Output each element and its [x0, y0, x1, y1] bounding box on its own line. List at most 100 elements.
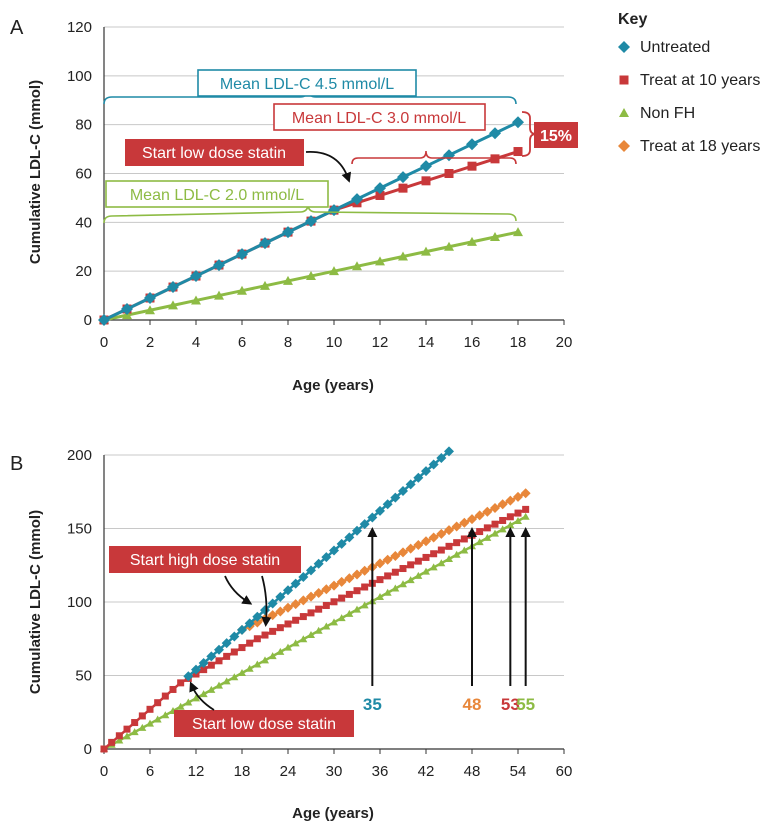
panel-b-point: [491, 529, 499, 537]
panel-a-point: [145, 305, 155, 315]
panel-b-point: [191, 664, 201, 675]
label-box-difference: [534, 122, 578, 148]
panel-b-x-tick-label: 0: [100, 763, 108, 780]
arrow-start-high-2: [261, 575, 272, 627]
panel-a-point: [466, 138, 478, 151]
panel-b-point: [215, 657, 223, 665]
label-start-low-a: Start low dose statin: [142, 145, 286, 162]
panel-b-point: [513, 491, 523, 502]
panel-a-point: [467, 161, 477, 171]
panel-b-point: [283, 585, 293, 596]
panel-b-point: [376, 592, 384, 600]
panel-a-point: [375, 256, 385, 266]
panel-b-point: [199, 690, 208, 698]
legend-marker: [619, 108, 629, 117]
panel-a-x-tick-label: 18: [510, 334, 527, 351]
panel-b-point: [230, 673, 239, 681]
panel-b-point: [330, 598, 338, 606]
panel-b-point: [336, 538, 347, 549]
panel-b-point: [269, 627, 277, 635]
panel-a-letter: A: [10, 17, 24, 39]
panel-b-point: [161, 711, 170, 719]
panel-b-point: [375, 505, 385, 516]
panel-a-line: [103, 150, 519, 322]
panel-b-point: [108, 738, 116, 746]
panel-a-point: [398, 251, 408, 261]
panel-b-point: [267, 598, 278, 609]
panel-b-point: [130, 728, 139, 736]
panel-b-point: [238, 644, 246, 652]
panel-b-point: [413, 539, 424, 550]
arrow-start-low-a: [305, 151, 352, 183]
panel-b-point: [200, 666, 208, 674]
panel-b-point: [359, 565, 370, 576]
panel-b-point: [399, 580, 407, 588]
panel-a-x-tick-label: 4: [192, 334, 200, 351]
panel-b-point: [222, 677, 231, 685]
panel-b-point: [391, 568, 399, 576]
panel-b-point: [460, 546, 469, 554]
panel-b-point: [131, 719, 139, 727]
panel-b-point: [499, 516, 507, 524]
panel-b-x-tick-label: 60: [556, 763, 573, 780]
age-label: 48: [463, 695, 482, 714]
panel-b-point: [292, 616, 300, 624]
label-box-start-high: [109, 546, 301, 573]
panel-b-point: [376, 576, 384, 584]
panel-a-x-tick-label: 2: [146, 334, 154, 351]
panel-b-point: [245, 664, 254, 672]
panel-b-point: [299, 635, 308, 643]
panel-b-point: [321, 552, 332, 563]
panel-a-point: [329, 266, 339, 276]
panel-b-point: [506, 521, 515, 529]
panel-b-point: [329, 580, 339, 591]
panel-b-point: [253, 660, 262, 668]
panel-a-point: [214, 290, 224, 300]
panel-b-point: [506, 513, 514, 521]
panel-b-point: [391, 584, 400, 592]
panel-b-point: [146, 705, 154, 713]
panel-b-point: [498, 525, 507, 533]
panel-a-point: [398, 183, 408, 193]
panel-a-point: [167, 281, 179, 294]
panel-b-point: [306, 565, 316, 576]
panel-b-point: [313, 558, 324, 569]
panel-a-annotations: Mean LDL-C 4.5 mmol/L Mean LDL-C 3.0 mmo…: [103, 69, 578, 224]
legend-label: Treat at 10 years: [640, 72, 760, 89]
panel-b-point: [184, 698, 193, 706]
panel-a-x-tick-label: 20: [556, 334, 573, 351]
panel-b-point: [123, 732, 131, 740]
panel-b-point: [344, 532, 355, 543]
panel-b-x-tick-label: 42: [418, 763, 435, 780]
label-mean-nonfh: Mean LDL-C 2.0 mmol/L: [130, 187, 304, 204]
panel-b-point: [291, 639, 300, 647]
panel-b-x-tick-label: 54: [510, 763, 527, 780]
panel-b-point: [407, 561, 415, 569]
panel-b-point: [198, 658, 209, 669]
panel-b-point: [161, 692, 169, 700]
panel-b-point: [154, 699, 162, 707]
label-box-start-low-b: [174, 710, 354, 737]
panel-a-point: [306, 271, 316, 281]
panel-b-point: [421, 536, 431, 547]
panel-b-point: [413, 472, 424, 483]
label-box-nonfh: [105, 180, 329, 208]
panel-b-point: [383, 588, 392, 596]
panel-b-point: [268, 652, 277, 660]
panel-b-point: [322, 601, 330, 609]
panel-b-point: [451, 521, 462, 532]
panel-b-x-tick-label: 18: [234, 763, 251, 780]
panel-b-point: [244, 618, 255, 629]
panel-b-y-tick-label: 100: [67, 594, 92, 611]
panel-b-point: [467, 514, 477, 525]
panel-b-point: [497, 499, 508, 510]
panel-b-point: [336, 576, 347, 587]
panel-b-point: [390, 492, 401, 503]
panel-b-point: [482, 506, 493, 517]
arrow-start-high-1: [224, 575, 253, 605]
label-difference: 15%: [540, 128, 572, 145]
panel-b-point: [359, 519, 370, 530]
panel-b-point: [313, 587, 324, 598]
panel-b-point: [307, 609, 315, 617]
